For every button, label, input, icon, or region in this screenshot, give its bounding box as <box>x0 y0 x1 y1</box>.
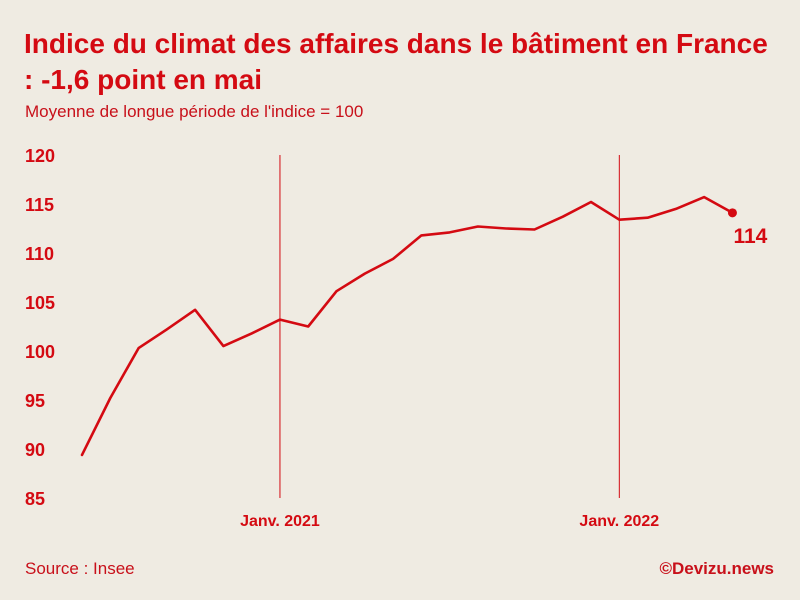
last-point-marker <box>727 208 737 218</box>
x-tick-label: Janv. 2022 <box>579 513 659 530</box>
y-tick-label: 90 <box>25 440 45 460</box>
y-tick-label: 105 <box>25 293 55 313</box>
x-tick-label: Janv. 2021 <box>240 513 320 530</box>
series-line <box>80 195 734 457</box>
credit-label: ©Devizu.news <box>659 559 774 578</box>
y-axis-ticks: 120 115 110 105 100 95 90 85 <box>25 146 55 509</box>
chart-title: Indice du climat des affaires dans le bâ… <box>24 28 768 95</box>
y-tick-label: 110 <box>25 244 54 264</box>
year-separator-lines <box>279 155 620 498</box>
series-layer: 114 <box>80 195 768 457</box>
chart-subtitle: Moyenne de longue période de l'indice = … <box>25 102 364 121</box>
y-tick-label: 115 <box>25 195 54 215</box>
y-tick-label: 95 <box>25 391 45 411</box>
y-tick-label: 85 <box>25 489 45 509</box>
y-tick-label: 100 <box>25 342 55 362</box>
source-label: Source : Insee <box>25 559 135 578</box>
y-tick-label: 120 <box>25 146 55 166</box>
x-axis-ticks: Janv. 2021 Janv. 2022 <box>240 513 659 530</box>
last-value-label: 114 <box>733 225 767 248</box>
